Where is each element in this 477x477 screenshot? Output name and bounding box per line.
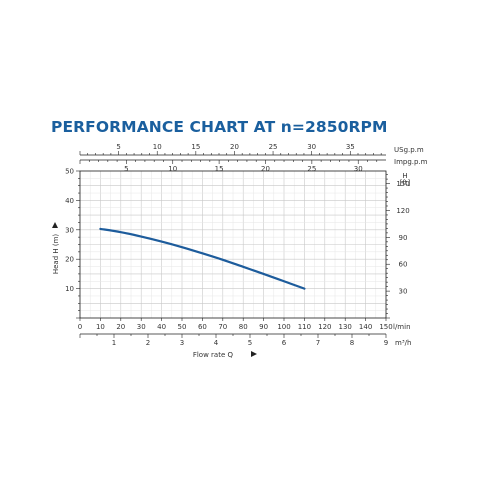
usgpm-tick-label: 10 <box>153 143 162 151</box>
m3h-tick-label: 8 <box>350 339 354 347</box>
grid-layer <box>79 170 387 319</box>
y-axis-arrow <box>52 222 58 228</box>
m3h-tick-label: 1 <box>112 339 116 347</box>
ft-tick-label: 120 <box>396 207 409 215</box>
x-tick-label: 60 <box>198 323 207 331</box>
usgpm-tick-label: 25 <box>269 143 278 151</box>
ft-tick-label: 60 <box>399 261 408 269</box>
x-tick-label: 120 <box>318 323 331 331</box>
usgpm-unit-label: USg.p.m <box>394 146 424 154</box>
impgpm-tick-label: 15 <box>215 165 224 173</box>
x-tick-label: 150 <box>379 323 392 331</box>
usgpm-tick-label: 20 <box>230 143 239 151</box>
impgpm-tick-label: 20 <box>261 165 270 173</box>
impgpm-unit-label: Impg.p.m <box>394 158 428 166</box>
x-tick-label: 100 <box>277 323 290 331</box>
usgpm-tick-label: 35 <box>346 143 355 151</box>
x-tick-label: 30 <box>137 323 146 331</box>
x-tick-label: 40 <box>157 323 166 331</box>
x-tick-label: 90 <box>259 323 268 331</box>
y-tick-label: 30 <box>65 226 74 234</box>
y-tick-label: 40 <box>65 197 74 205</box>
ft-axis-label: H <box>402 172 407 180</box>
m3h-unit-label: m³/h <box>395 339 411 347</box>
x-tick-label: 0 <box>78 323 82 331</box>
ft-axis-unit: [ft] <box>400 179 411 187</box>
x-tick-label: 130 <box>339 323 352 331</box>
x-tick-label: 110 <box>298 323 311 331</box>
impgpm-tick-label: 25 <box>307 165 316 173</box>
x-tick-label: 70 <box>218 323 227 331</box>
usgpm-tick-label: 5 <box>116 143 120 151</box>
m3h-tick-label: 4 <box>214 339 219 347</box>
m3h-tick-label: 9 <box>384 339 388 347</box>
y-axis-title: Head H (m) <box>52 234 60 275</box>
ft-tick-label: 150 <box>396 180 409 188</box>
ft-tick-label: 90 <box>399 234 408 242</box>
x-tick-label: 80 <box>239 323 248 331</box>
y-tick-label: 10 <box>65 285 74 293</box>
m3h-tick-label: 7 <box>316 339 320 347</box>
m3h-tick-label: 5 <box>248 339 252 347</box>
ft-tick-label: 30 <box>399 288 408 296</box>
data-layer <box>99 227 306 290</box>
x-tick-label: 20 <box>116 323 125 331</box>
x-tick-label: 140 <box>359 323 372 331</box>
series-line-head <box>99 227 306 290</box>
usgpm-tick-label: 30 <box>307 143 316 151</box>
y-tick-label: 20 <box>65 256 74 264</box>
axis-layer <box>76 151 390 338</box>
usgpm-tick-label: 15 <box>191 143 200 151</box>
m3h-tick-label: 2 <box>146 339 150 347</box>
x-tick-label: 50 <box>178 323 187 331</box>
m3h-tick-label: 6 <box>282 339 287 347</box>
x-unit-label: l/min <box>393 323 411 331</box>
impgpm-tick-label: 10 <box>168 165 177 173</box>
impgpm-tick-label: 5 <box>124 165 128 173</box>
impgpm-tick-label: 30 <box>354 165 363 173</box>
m3h-tick-label: 3 <box>180 339 184 347</box>
x-tick-label: 10 <box>96 323 105 331</box>
y-tick-label: 50 <box>65 168 74 176</box>
chart-title: PERFORMANCE CHART AT n=2850RPM <box>51 118 388 136</box>
x-axis-arrow <box>251 351 257 357</box>
x-axis-title: Flow rate Q <box>193 351 234 359</box>
